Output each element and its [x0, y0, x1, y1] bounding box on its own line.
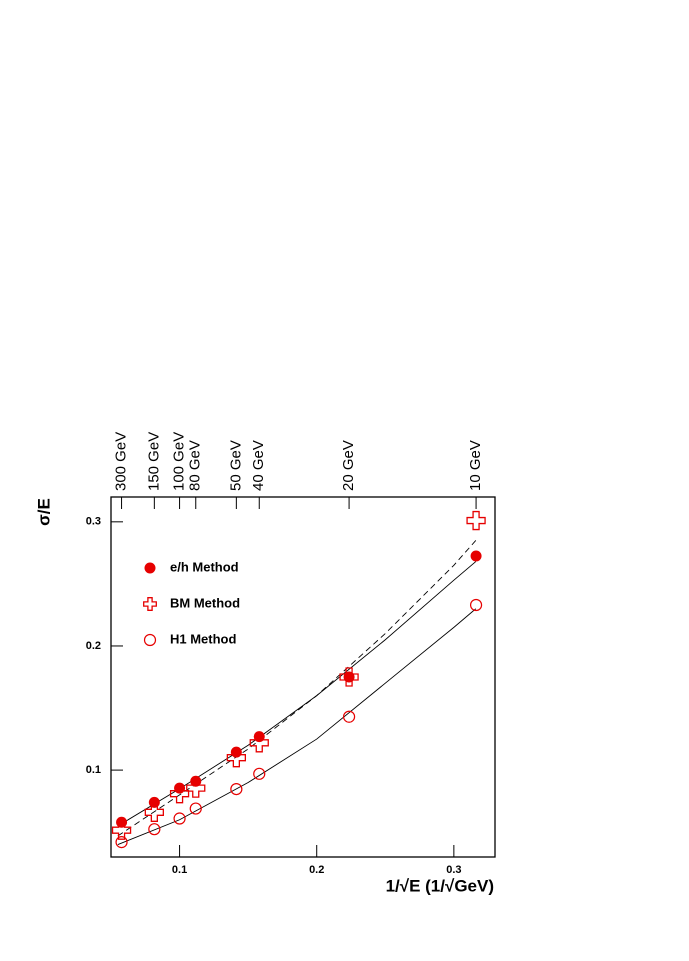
- x-axis-label: 1/√E (1/√GeV): [386, 876, 494, 895]
- top-tick-label: 40 GeV: [250, 440, 267, 491]
- marker: [173, 812, 186, 825]
- y-tick-label: 0.2: [86, 640, 101, 652]
- marker: [115, 836, 128, 849]
- x-tick-label: 0.1: [172, 864, 187, 876]
- marker: [186, 778, 206, 798]
- y-axis-label: σ/E: [34, 498, 53, 526]
- marker: [148, 796, 160, 808]
- marker: [470, 550, 482, 562]
- legend-marker: [143, 633, 157, 647]
- legend-label: H1 Method: [170, 631, 237, 646]
- marker: [249, 733, 269, 753]
- marker: [169, 784, 190, 804]
- legend-label: BM Method: [170, 595, 240, 610]
- marker: [342, 710, 356, 723]
- plot-frame: [110, 496, 496, 858]
- x-tick-label: 0.3: [446, 864, 461, 876]
- legend-marker: [143, 597, 157, 611]
- legend-marker: [144, 562, 156, 574]
- top-tick-label: 20 GeV: [340, 440, 357, 491]
- top-tick-label: 150 GeV: [145, 432, 162, 491]
- marker: [111, 820, 132, 840]
- marker: [466, 510, 486, 531]
- y-tick-label: 0.3: [86, 516, 101, 528]
- x-tick-label: 0.2: [309, 864, 324, 876]
- fit-curve: [117, 540, 477, 837]
- marker: [230, 782, 243, 796]
- top-tick-label: 10 GeV: [467, 440, 484, 491]
- top-tick-label: 100 GeV: [171, 432, 188, 491]
- marker: [343, 671, 355, 683]
- fit-curve: [117, 608, 477, 846]
- marker: [144, 802, 164, 822]
- marker: [189, 802, 202, 815]
- marker: [339, 667, 359, 687]
- marker: [226, 748, 246, 768]
- marker: [469, 598, 483, 612]
- marker: [116, 816, 128, 828]
- top-tick-label: 300 GeV: [113, 432, 130, 491]
- legend-label: e/h Method: [170, 559, 239, 574]
- top-tick-label: 50 GeV: [227, 440, 244, 491]
- marker: [148, 823, 161, 836]
- marker: [253, 767, 266, 780]
- y-tick-label: 0.1: [86, 764, 101, 776]
- top-tick-label: 80 GeV: [187, 440, 204, 491]
